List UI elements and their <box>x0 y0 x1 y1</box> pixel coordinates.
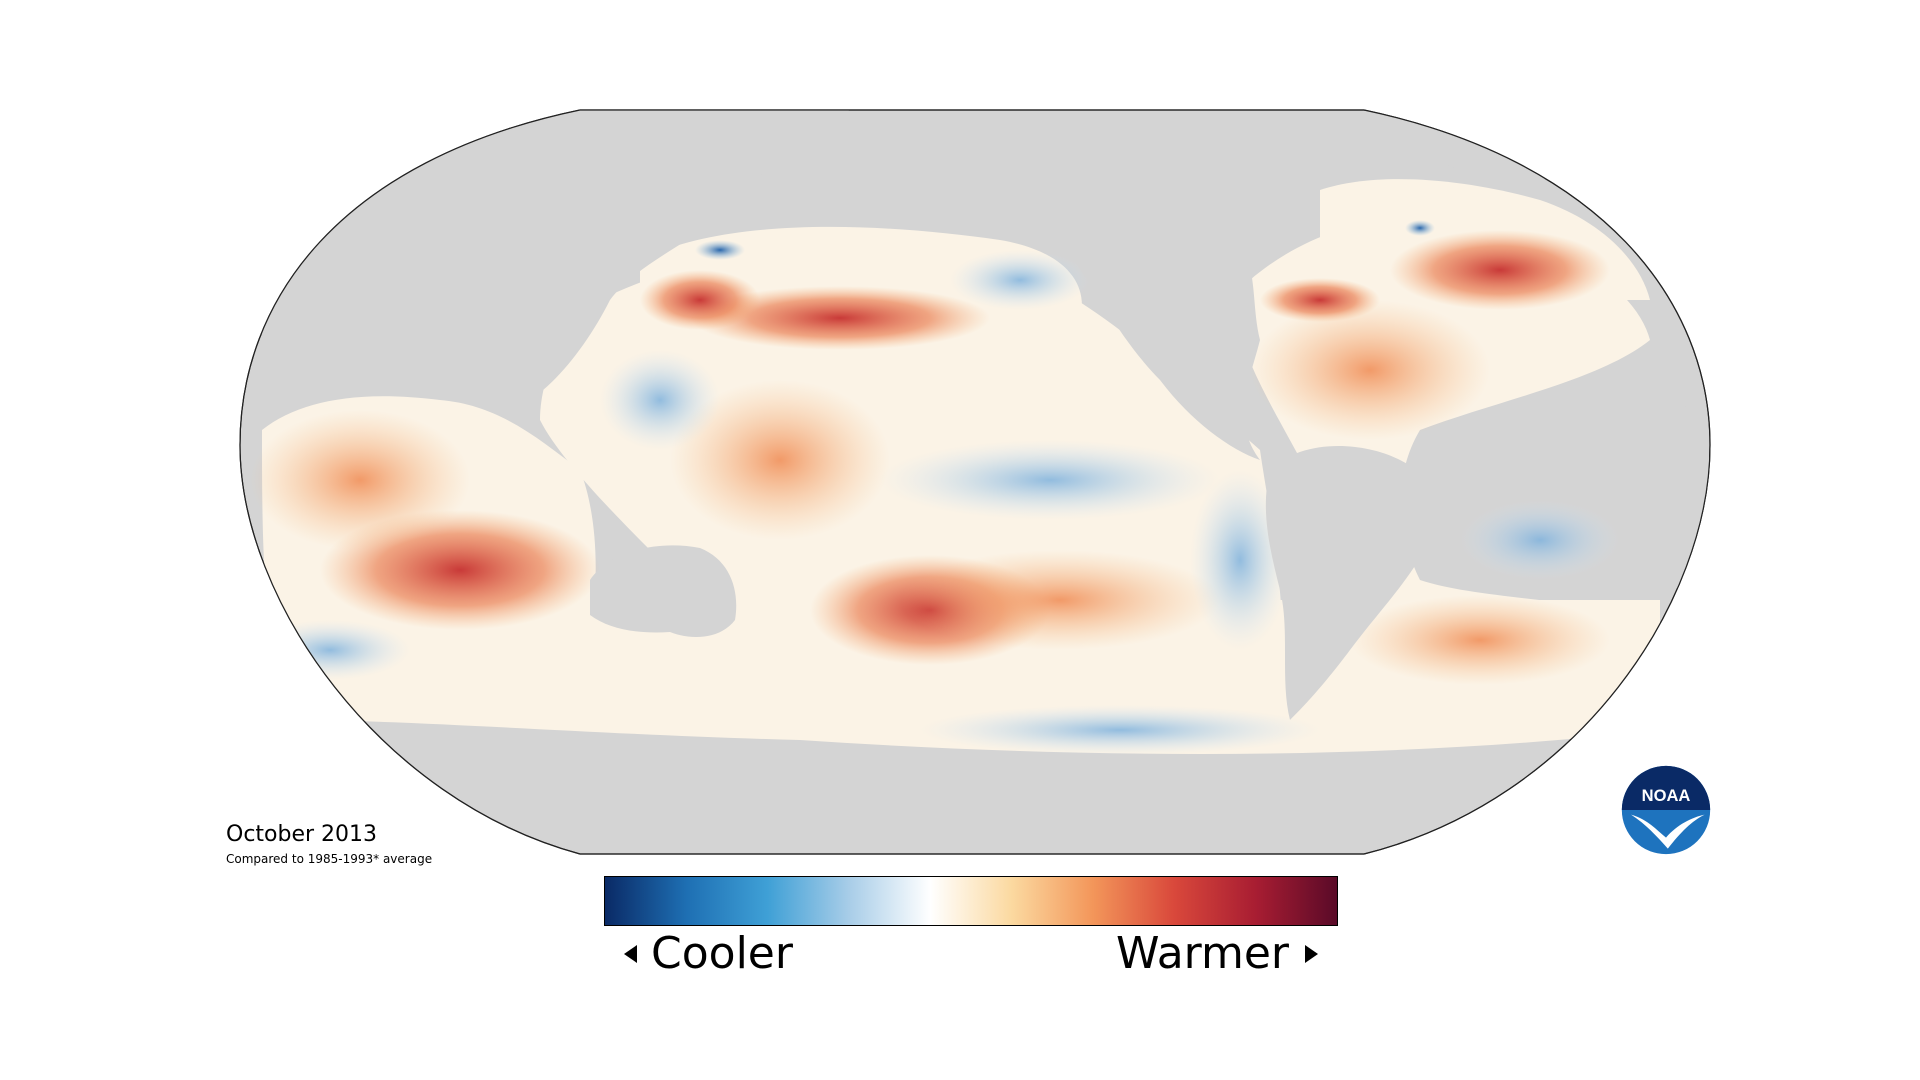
cooler-label-group: Cooler <box>624 932 793 976</box>
land-layer <box>262 110 1710 720</box>
baseline-note: Compared to 1985-1993* average <box>226 852 433 866</box>
map-date-title: October 2013 <box>226 822 378 847</box>
noaa-logo-text: NOAA <box>1642 786 1691 805</box>
triangle-left-icon <box>624 945 637 963</box>
triangle-right-icon <box>1305 945 1318 963</box>
anomaly-layer <box>250 220 1620 755</box>
color-scale-bar <box>604 876 1338 926</box>
noaa-logo-icon: NOAA <box>1621 765 1711 855</box>
warmer-label-group: Warmer <box>1116 932 1318 976</box>
cooler-label: Cooler <box>651 928 793 979</box>
warmer-label: Warmer <box>1116 928 1289 979</box>
